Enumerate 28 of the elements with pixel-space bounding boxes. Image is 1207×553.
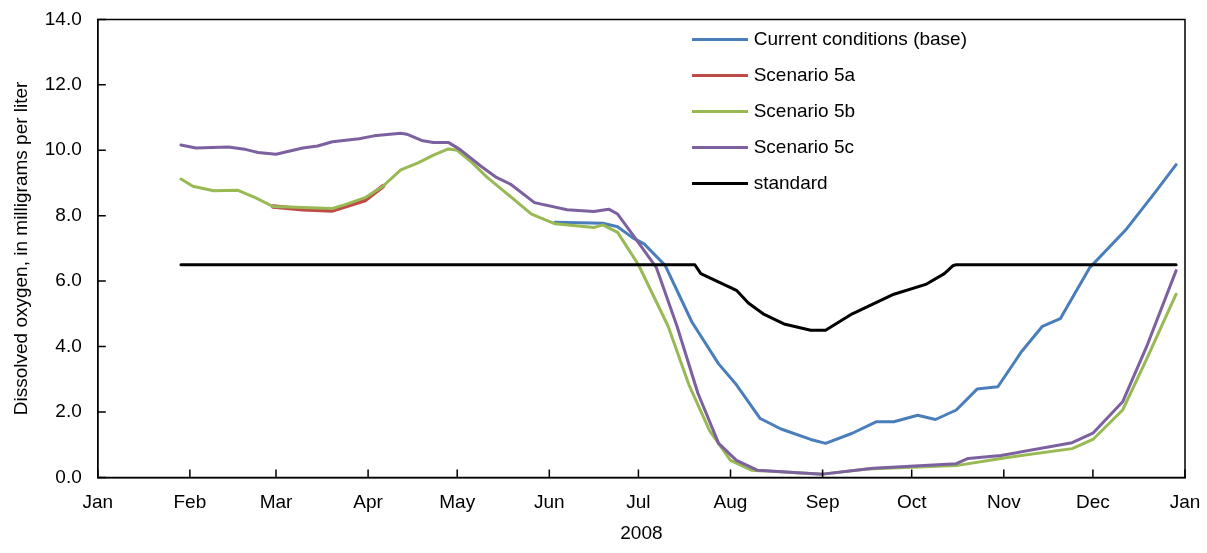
x-tick-label: Oct [896,491,928,513]
x-tick-label: Aug [713,491,748,513]
y-tick-label: 10.0 [44,138,82,160]
x-tick-label: Mar [259,491,294,513]
legend-label: Scenario 5c [753,136,855,158]
x-tick-label: Feb [173,491,207,513]
x-tick-label: Jan [82,491,114,513]
x-tick-label: Nov [986,491,1022,513]
y-tick-label: 14.0 [44,7,82,29]
legend-label: Current conditions (base) [753,28,967,50]
y-tick-label: 0.0 [55,465,82,487]
y-tick-label: 2.0 [55,400,82,422]
x-tick-label: Jan [1169,491,1201,513]
x-tick-label: Sep [805,491,840,513]
x-tick-label: Jul [626,491,651,513]
y-axis-title: Dissolved oxygen, in milligrams per liter [9,80,31,416]
x-tick-label: Apr [353,491,384,513]
x-tick-label: May [439,491,476,513]
y-tick-label: 4.0 [55,334,82,356]
legend-label: Scenario 5b [753,100,856,122]
legend-label: standard [753,172,828,194]
legend-label: Scenario 5a [753,64,856,86]
y-tick-label: 8.0 [55,203,82,225]
x-axis-title: 2008 [620,521,663,543]
y-tick-label: 12.0 [44,73,82,95]
y-tick-label: 6.0 [55,269,82,291]
x-tick-label: Dec [1076,491,1110,513]
x-tick-label: Jun [533,491,565,513]
